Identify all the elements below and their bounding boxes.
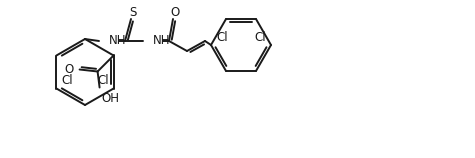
Text: Cl: Cl (61, 74, 73, 87)
Text: OH: OH (102, 92, 120, 106)
Text: O: O (171, 6, 180, 18)
Text: S: S (129, 6, 137, 18)
Text: O: O (64, 63, 74, 76)
Text: NH: NH (109, 34, 126, 48)
Text: Cl: Cl (254, 31, 266, 44)
Text: NH: NH (153, 34, 171, 48)
Text: Cl: Cl (97, 74, 109, 87)
Text: Cl: Cl (216, 31, 228, 44)
